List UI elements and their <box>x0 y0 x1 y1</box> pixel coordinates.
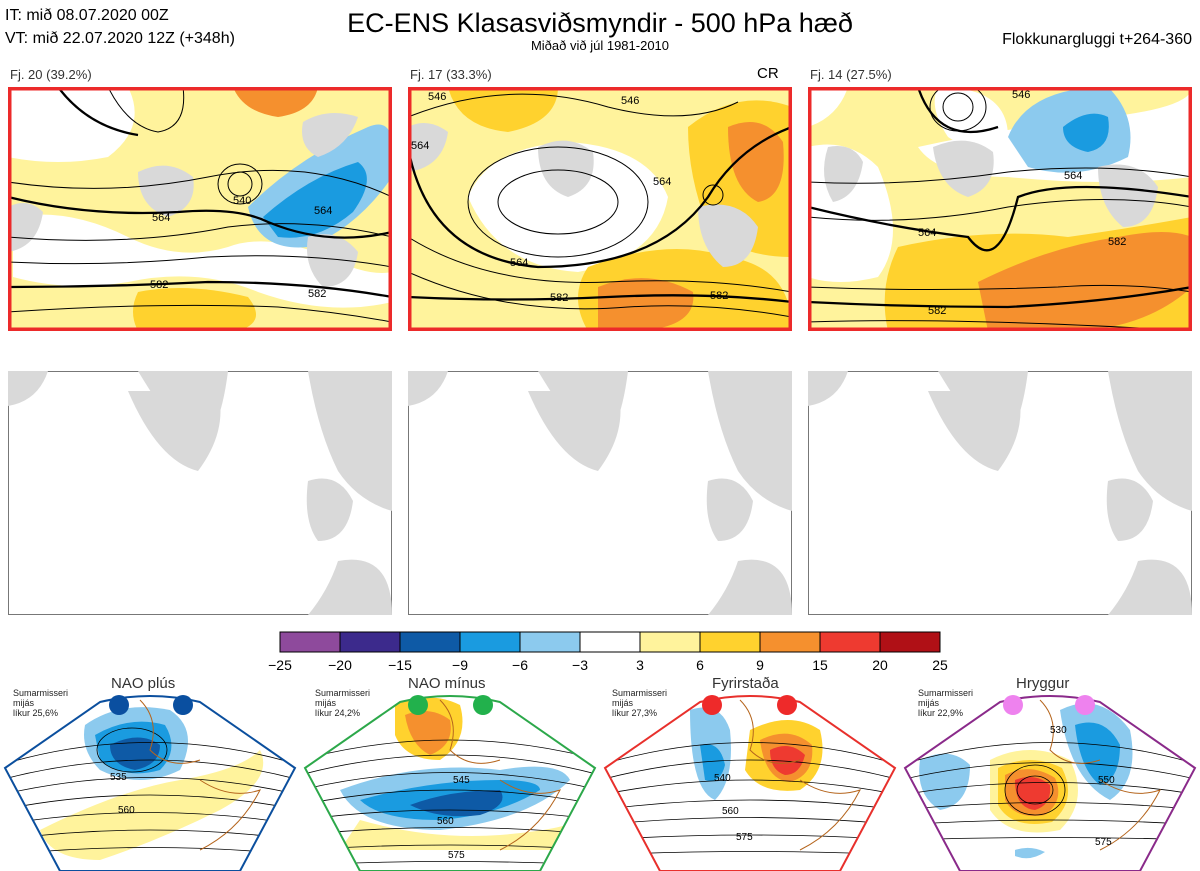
cluster-3-label: Fj. 14 (27.5%) <box>810 67 892 82</box>
colorbar-tick-label: 3 <box>636 657 644 673</box>
cluster-2-contour-label-6: 582 <box>710 290 728 302</box>
colorbar-cell <box>519 631 581 653</box>
cluster-2-contour-label-4: 564 <box>510 257 528 269</box>
cluster-1-label: Fj. 20 (39.2%) <box>10 67 92 82</box>
colorbar-cell <box>579 631 641 653</box>
regime-4-dot-right <box>1075 695 1095 715</box>
cluster-2-contour-label-5: 582 <box>550 292 568 304</box>
regime-2-map <box>303 695 597 871</box>
colorbar-tick-label: 20 <box>872 657 888 673</box>
regime-3-map <box>603 695 897 871</box>
regime-3-label-2: 560 <box>722 806 739 817</box>
colorbar-tick-label: −9 <box>452 657 468 673</box>
cluster-map-2[interactable]: 546 546 564 564 582 582 564 <box>408 87 792 331</box>
run-info: IT: mið 08.07.2020 00Z VT: mið 22.07.202… <box>5 4 235 50</box>
colorbar-cell <box>399 631 461 653</box>
regime-3-note: Sumarmisseri mijás líkur 27,3% <box>612 688 668 718</box>
regime-2-label-1: 545 <box>453 775 470 786</box>
colorbar-tick-label: 6 <box>696 657 704 673</box>
regime-4-title: Hryggur <box>1016 675 1070 692</box>
cluster-2-contour-label-7: 564 <box>411 140 429 152</box>
regime-1-note: Sumarmisseri mijás líkur 25,6% <box>13 688 69 718</box>
colorbar-cell <box>279 631 341 653</box>
cluster-1-contour-label-1: 564 <box>152 212 170 224</box>
regime-3-dot-left <box>702 695 722 715</box>
regime-1-dot-right <box>173 695 193 715</box>
empty-map-2[interactable] <box>408 371 792 615</box>
colorbar-tick-label: −6 <box>512 657 528 673</box>
cluster-1-contour-label-5: 540 <box>233 195 251 207</box>
empty-map-3[interactable] <box>808 371 1192 615</box>
cluster-3-contour-label-3: 564 <box>918 227 936 239</box>
regime-2-note: Sumarmisseri mijás líkur 24,2% <box>315 688 371 718</box>
regime-2-dot-right <box>473 695 493 715</box>
colorbar-cell <box>639 631 701 653</box>
regime-4-label-3: 575 <box>1095 837 1112 848</box>
colorbar-tick-label: −3 <box>572 657 588 673</box>
regime-4-dot-left <box>1003 695 1023 715</box>
cluster-1-contour-label-2: 564 <box>314 205 332 217</box>
cluster-1-contour-label-4: 582 <box>308 288 326 300</box>
colorbar: −25 −20 −15 −9 −6 −3 3 6 9 15 20 25 <box>268 631 948 673</box>
regime-3-dot-right <box>777 695 797 715</box>
valid-time: VT: mið 22.07.2020 12Z (+348h) <box>5 30 235 47</box>
colorbar-cell <box>459 631 521 653</box>
regime-1-label-2: 560 <box>118 805 135 816</box>
regime-2-label-2: 560 <box>437 816 454 827</box>
colorbar-cell <box>879 631 941 653</box>
colorbar-cell <box>819 631 881 653</box>
cluster-2-contour-label-2: 546 <box>621 95 639 107</box>
cluster-3-contour-label-5: 582 <box>928 305 946 317</box>
regime-1-label-1: 535 <box>110 772 127 783</box>
cluster-2-contour-label-3: 564 <box>653 176 671 188</box>
regime-1-title: NAO plús <box>111 675 176 692</box>
regime-1-dot-left <box>109 695 129 715</box>
cluster-2-tag: CR <box>757 65 779 82</box>
cluster-2-contour-label-1: 546 <box>428 91 446 103</box>
colorbar-cell <box>699 631 761 653</box>
colorbar-tick-label: 15 <box>812 657 828 673</box>
regime-3-label-3: 575 <box>736 832 753 843</box>
classification-window: Flokkunargluggi t+264-360 <box>1002 31 1192 48</box>
page-subtitle: Miðað við júl 1981-2010 <box>530 38 670 53</box>
regime-2-title: NAO mínus <box>408 675 486 692</box>
cluster-1-contour-label-3: 582 <box>150 279 168 291</box>
colorbar-tick-label: 9 <box>756 657 764 673</box>
colorbar-cell <box>759 631 821 653</box>
regime-4-label-2: 550 <box>1098 775 1115 786</box>
page-title: EC-ENS Klasasviðsmyndir - 500 hPa hæð <box>347 8 853 38</box>
cluster-3-contour-label-1: 546 <box>1012 89 1030 101</box>
colorbar-cell <box>339 631 401 653</box>
cluster-map-3[interactable]: 546 564 564 582 582 <box>808 87 1192 331</box>
regime-4-note: Sumarmisseri mijás líkur 22,9% <box>918 688 974 718</box>
regime-4-label-1: 530 <box>1050 725 1067 736</box>
regime-panels: 535 560 545 560 575 540 560 575 530 550 … <box>3 695 1197 871</box>
regime-3-title: Fyrirstaða <box>712 675 779 692</box>
cluster-3-contour-label-4: 582 <box>1108 236 1126 248</box>
empty-map-1[interactable] <box>8 371 392 615</box>
colorbar-tick-label: −15 <box>388 657 412 673</box>
initial-time: IT: mið 08.07.2020 00Z <box>5 7 169 24</box>
colorbar-tick-label: 25 <box>932 657 948 673</box>
regime-1-map <box>3 695 297 871</box>
cluster-2-label: Fj. 17 (33.3%) <box>410 67 492 82</box>
regime-3-label-1: 540 <box>714 773 731 784</box>
cluster-map-1[interactable]: 564 564 582 582 540 <box>8 87 392 331</box>
regime-2-dot-left <box>408 695 428 715</box>
cluster-3-contour-label-2: 564 <box>1064 170 1082 182</box>
colorbar-tick-label: −25 <box>268 657 292 673</box>
regime-2-label-3: 575 <box>448 850 465 861</box>
regime-4-map <box>903 695 1197 871</box>
colorbar-tick-label: −20 <box>328 657 352 673</box>
